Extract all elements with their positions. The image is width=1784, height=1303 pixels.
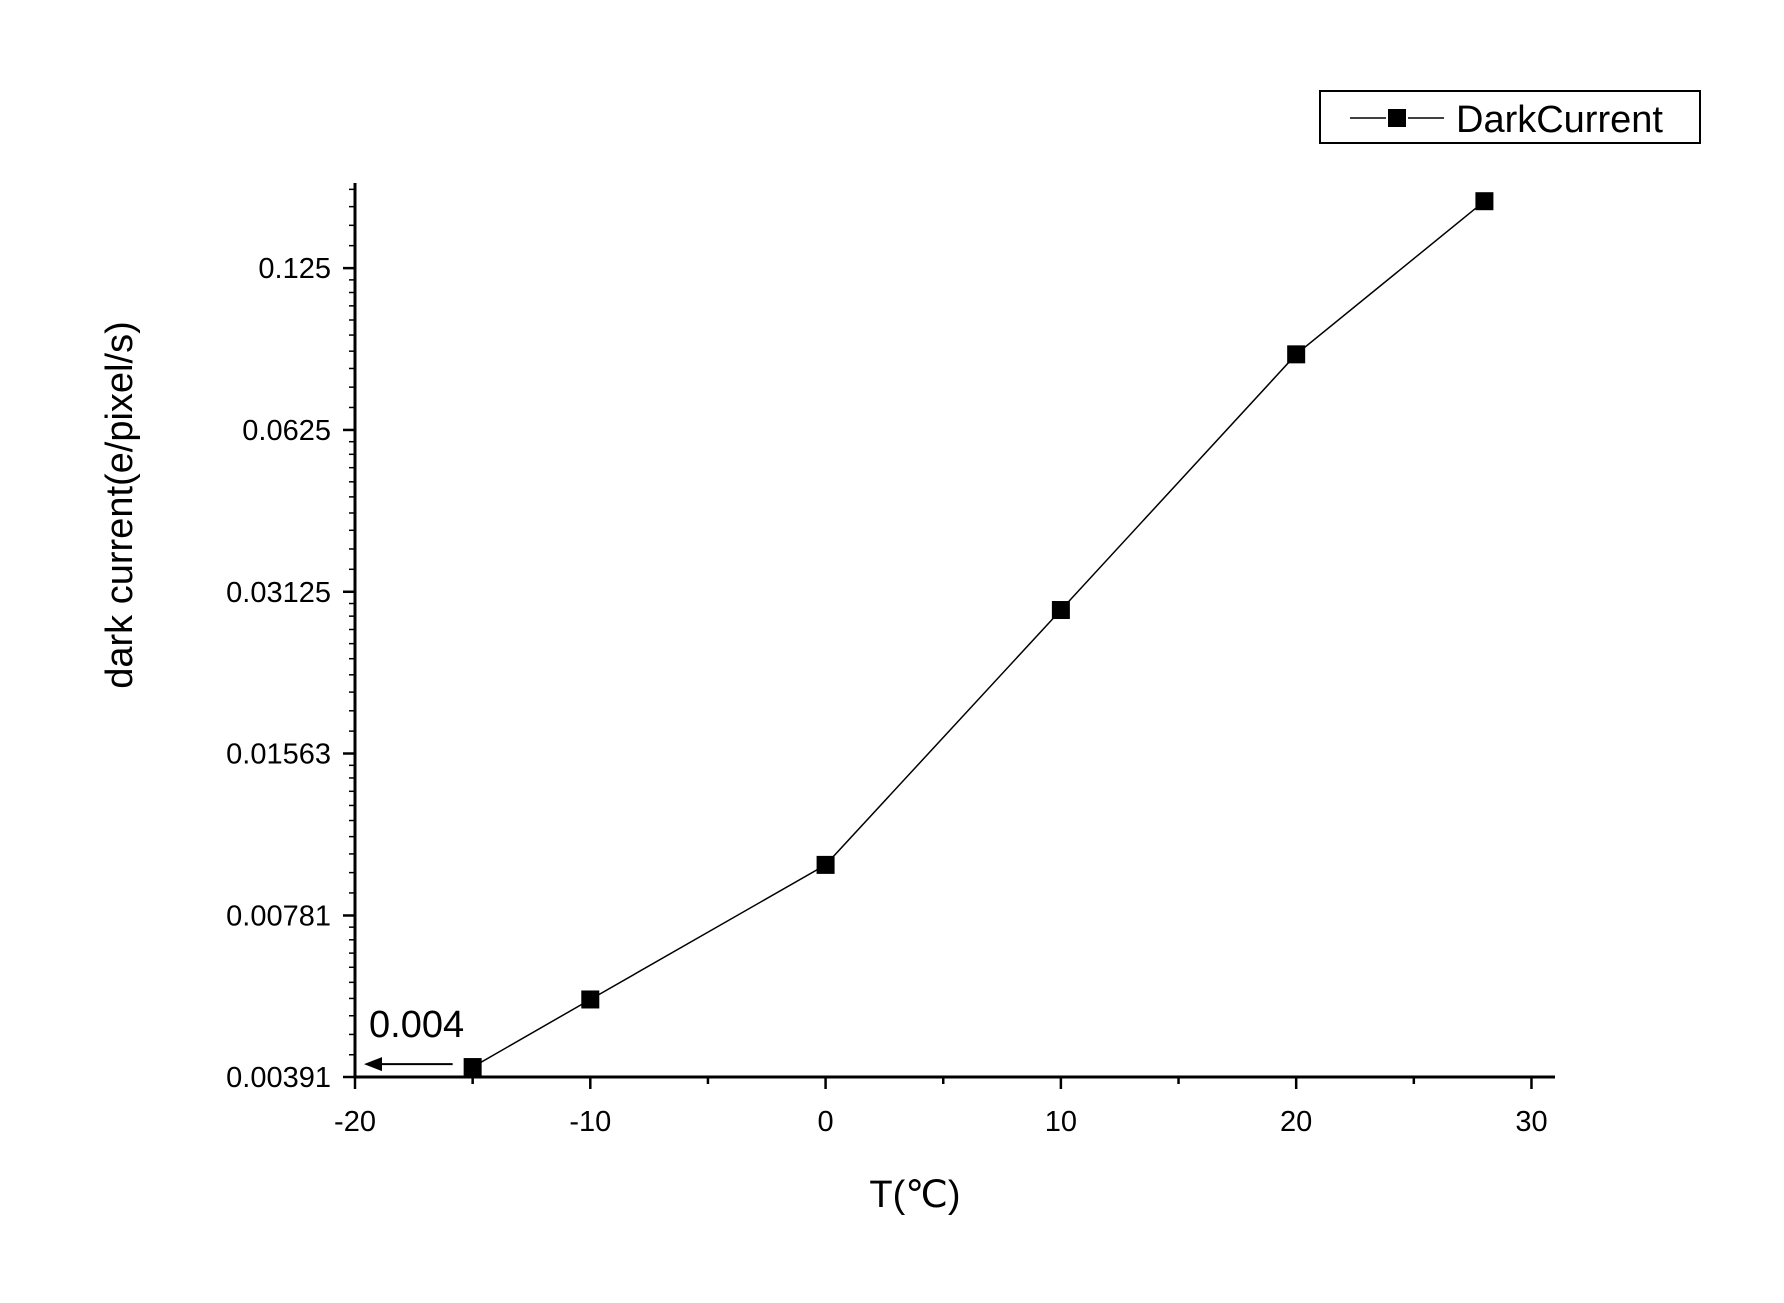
y-tick-label: 0.00391 (226, 1062, 331, 1094)
data-point-marker (1475, 192, 1494, 211)
y-minor-ticks (349, 188, 355, 1056)
series-line (472, 200, 1485, 1068)
x-tick-label: 30 (1515, 1106, 1547, 1138)
plot-area: -20 -10 0 10 20 30 0.00391 0.00781 0.01563 0.031… (226, 183, 1555, 1138)
series-lines (472, 200, 1485, 1068)
y-tick-label: 0.03125 (226, 577, 331, 609)
y-tick-label: 0.00781 (226, 900, 331, 932)
x-tick-label: -20 (334, 1106, 376, 1138)
y-axis-title: dark current(e/pixel/s) (99, 321, 141, 688)
y-tick-label: 0.0625 (242, 415, 331, 447)
data-point-marker (463, 1058, 482, 1077)
data-point-marker (581, 990, 600, 1009)
annotation-label: 0.004 (369, 1004, 464, 1046)
legend-marker (1388, 109, 1406, 127)
x-tick-label: -10 (569, 1106, 611, 1138)
x-tick-label: 10 (1045, 1106, 1077, 1138)
x-tick-label: 0 (818, 1106, 834, 1138)
legend-label: DarkCurrent (1456, 99, 1663, 141)
series-markers (463, 192, 1494, 1077)
legend-box (1319, 90, 1701, 144)
x-axis-title: T(℃) (869, 1174, 960, 1216)
x-ticks: -20 -10 0 10 20 30 (334, 1077, 1548, 1138)
x-tick-label: 20 (1280, 1106, 1312, 1138)
data-point-marker (1051, 601, 1070, 620)
annotation-arrow-head (364, 1057, 382, 1072)
y-tick-label: 0.01563 (226, 739, 331, 771)
annotation: 0.004 (364, 1004, 464, 1072)
y-ticks: 0.00391 0.00781 0.01563 0.03125 0.0625 0.125 (226, 253, 355, 1094)
legend: DarkCurrent (1319, 90, 1701, 144)
y-tick-label: 0.125 (258, 253, 331, 285)
data-point-marker (816, 855, 835, 874)
data-point-marker (1287, 345, 1306, 364)
